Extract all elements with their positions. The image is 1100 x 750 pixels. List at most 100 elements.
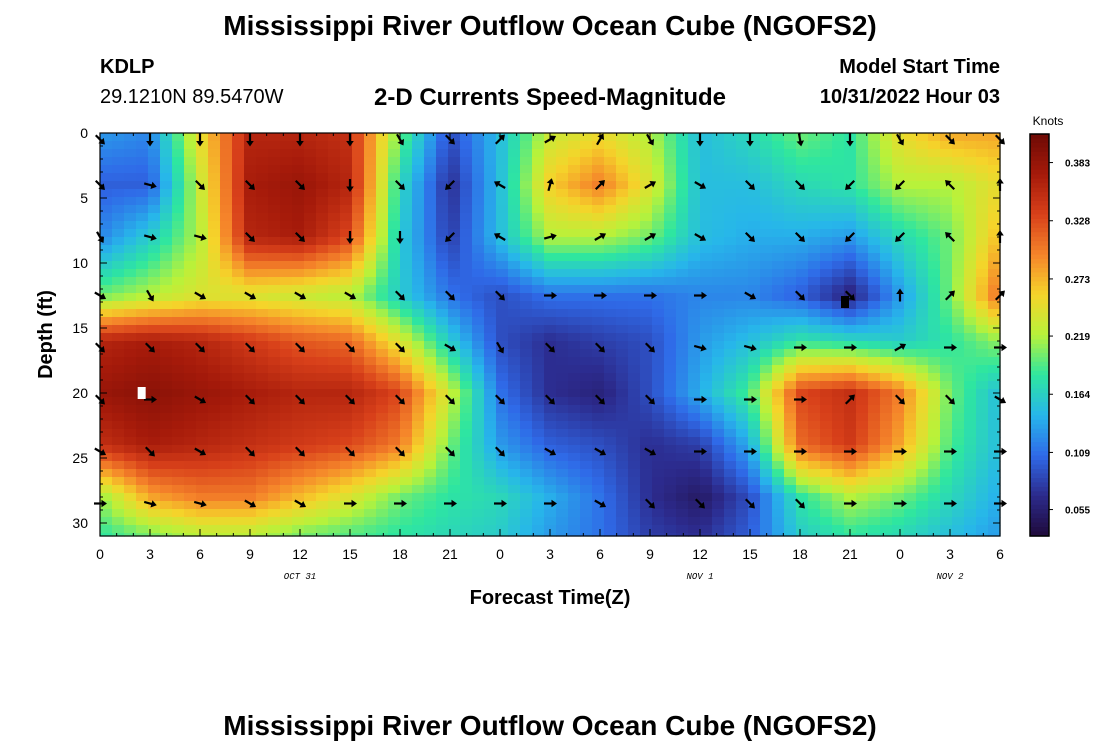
heatmap-cell	[244, 437, 257, 446]
heatmap-cell	[580, 533, 593, 537]
current-vector-arrow	[143, 500, 157, 508]
heatmap-cell	[160, 325, 173, 334]
heatmap-cell	[364, 493, 377, 502]
heatmap-cell	[292, 245, 305, 254]
heatmap-cell	[820, 205, 833, 214]
heatmap-cell	[328, 181, 341, 190]
heatmap-cell	[328, 533, 341, 537]
heatmap-cell	[880, 477, 893, 486]
heatmap-cell	[628, 141, 641, 150]
heatmap-cell	[664, 453, 677, 462]
heatmap-cell	[544, 237, 557, 246]
heatmap-cell	[880, 261, 893, 270]
heatmap-cell	[808, 397, 821, 406]
heatmap-cell	[820, 301, 833, 310]
heatmap-cell	[172, 301, 185, 310]
heatmap-cell	[268, 509, 281, 518]
heatmap-cell	[136, 141, 149, 150]
heatmap-cell	[400, 221, 413, 230]
heatmap-cell	[700, 165, 713, 174]
heatmap-cell	[916, 485, 929, 494]
heatmap-cell	[388, 253, 401, 262]
heatmap-cell	[316, 461, 329, 470]
heatmap-cell	[880, 533, 893, 537]
heatmap-cell	[448, 237, 461, 246]
heatmap-cell	[220, 229, 233, 238]
heatmap-cell	[832, 373, 845, 382]
heatmap-cell	[364, 365, 377, 374]
heatmap-cell	[808, 533, 821, 537]
heatmap-cell	[388, 141, 401, 150]
heatmap-cell	[292, 149, 305, 158]
heatmap-cell	[676, 421, 689, 430]
heatmap-cell	[712, 269, 725, 278]
heatmap-cell	[244, 149, 257, 158]
heatmap-cell	[352, 373, 365, 382]
heatmap-cell	[952, 333, 965, 342]
heatmap-cell	[700, 381, 713, 390]
heatmap-cell	[304, 389, 317, 398]
heatmap-cell	[436, 253, 449, 262]
heatmap-cell	[436, 141, 449, 150]
heatmap-cell	[316, 301, 329, 310]
heatmap-cell	[604, 373, 617, 382]
heatmap-cell	[304, 525, 317, 534]
current-vector-arrow	[794, 179, 805, 190]
heatmap-cell	[184, 237, 197, 246]
heatmap-cell	[280, 333, 293, 342]
heatmap-cell	[640, 173, 653, 182]
heatmap-cell	[952, 149, 965, 158]
heatmap-cell	[712, 485, 725, 494]
x-tick-label: 6	[196, 546, 204, 562]
heatmap-cell	[364, 149, 377, 158]
heatmap-cell	[124, 509, 137, 518]
heatmap-cell	[256, 429, 269, 438]
heatmap-cell	[304, 149, 317, 158]
heatmap-cell	[868, 309, 881, 318]
x-tick-label: 12	[692, 546, 708, 562]
heatmap-cell	[256, 493, 269, 502]
heatmap-cell	[640, 405, 653, 414]
heatmap-cell	[184, 245, 197, 254]
heatmap-cell	[616, 421, 629, 430]
heatmap-cell	[616, 269, 629, 278]
heatmap-cell	[208, 213, 221, 222]
heatmap-cell	[796, 389, 809, 398]
heatmap-cell	[592, 293, 605, 302]
heatmap-cell	[940, 357, 953, 366]
heatmap-cell	[880, 165, 893, 174]
heatmap-cell	[808, 277, 821, 286]
heatmap-cell	[148, 333, 161, 342]
heatmap-cell	[760, 445, 773, 454]
heatmap-cell	[964, 381, 977, 390]
heatmap-cell	[280, 245, 293, 254]
heatmap-cell	[340, 517, 353, 526]
heatmap-cell	[832, 293, 845, 302]
heatmap-cell	[148, 485, 161, 494]
heatmap-cell	[652, 309, 665, 318]
heatmap-cell	[364, 341, 377, 350]
heatmap-cell	[316, 357, 329, 366]
heatmap-cell	[976, 293, 989, 302]
heatmap-cell	[712, 357, 725, 366]
heatmap-cell	[256, 141, 269, 150]
heatmap-cell	[472, 349, 485, 358]
heatmap-cell	[916, 205, 929, 214]
heatmap-cell	[556, 285, 569, 294]
current-vector-arrow	[544, 447, 557, 456]
heatmap-cell	[496, 413, 509, 422]
heatmap-cell	[508, 221, 521, 230]
heatmap-cell	[352, 149, 365, 158]
heatmap-cell	[556, 349, 569, 358]
heatmap-cell	[364, 509, 377, 518]
heatmap-cell	[436, 333, 449, 342]
heatmap-cell	[784, 285, 797, 294]
heatmap-cell	[988, 445, 1001, 454]
heatmap-cell	[808, 253, 821, 262]
heatmap-cell	[460, 421, 473, 430]
heatmap-cell	[676, 333, 689, 342]
heatmap-cell	[388, 373, 401, 382]
heatmap-cell	[364, 269, 377, 278]
heatmap-cell	[712, 301, 725, 310]
heatmap-cell	[160, 277, 173, 286]
